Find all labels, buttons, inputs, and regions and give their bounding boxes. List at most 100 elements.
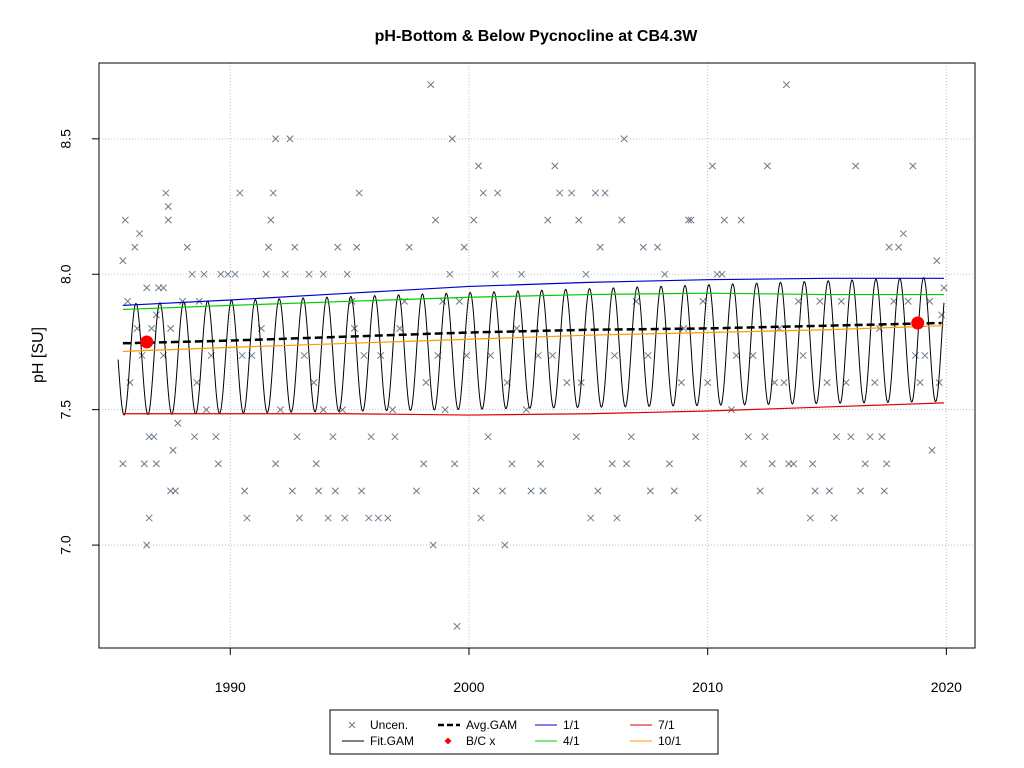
uncensored-point bbox=[508, 460, 516, 468]
uncensored-point bbox=[276, 406, 284, 414]
uncensored-point bbox=[880, 487, 888, 495]
uncensored-point bbox=[159, 284, 168, 292]
uncensored-point bbox=[548, 351, 557, 360]
uncensored-point bbox=[422, 379, 430, 387]
uncensored-point bbox=[539, 487, 547, 495]
uncensored-point bbox=[329, 433, 337, 441]
uncensored-point bbox=[732, 351, 740, 360]
uncensored-point bbox=[241, 487, 249, 495]
uncensored-point bbox=[878, 433, 886, 441]
uncensored-point bbox=[823, 379, 831, 387]
uncensored-point bbox=[940, 284, 948, 292]
uncensored-point bbox=[544, 216, 552, 224]
legend-label: 1/1 bbox=[563, 718, 580, 732]
uncensored-point bbox=[324, 514, 332, 522]
uncensored-point bbox=[312, 460, 320, 468]
uncensored-point bbox=[935, 379, 943, 387]
x-tick-label: 1990 bbox=[215, 679, 246, 695]
uncensored-point bbox=[193, 379, 201, 387]
plot-frame bbox=[98, 62, 976, 649]
uncensored-point bbox=[164, 216, 172, 224]
uncensored-point bbox=[608, 460, 616, 468]
uncensored-point bbox=[780, 379, 788, 387]
uncensored-point bbox=[231, 270, 239, 278]
seasonal-line-apr1 bbox=[122, 292, 944, 311]
uncensored-point bbox=[293, 433, 301, 441]
uncensored-point bbox=[365, 514, 373, 522]
uncensored-point bbox=[341, 514, 349, 522]
legend-label: 7/1 bbox=[658, 718, 675, 732]
uncensored-point bbox=[551, 162, 559, 170]
uncensored-point bbox=[453, 622, 461, 630]
uncensored-point bbox=[145, 514, 153, 522]
uncensored-point bbox=[202, 406, 210, 414]
uncensored-point bbox=[214, 460, 222, 468]
uncensored-point bbox=[522, 406, 530, 414]
uncensored-point bbox=[269, 189, 277, 197]
y-tick-label: 8.5 bbox=[58, 129, 74, 149]
uncensored-point bbox=[933, 257, 941, 265]
uncensored-point bbox=[694, 514, 702, 522]
uncensored-point bbox=[837, 297, 845, 305]
uncensored-point bbox=[921, 351, 929, 360]
uncensored-point bbox=[534, 351, 542, 360]
bc-point bbox=[140, 335, 154, 349]
uncensored-point bbox=[613, 514, 621, 522]
uncensored-point bbox=[121, 216, 129, 224]
uncensored-point bbox=[661, 270, 669, 278]
uncensored-point bbox=[916, 379, 924, 387]
uncensored-point bbox=[537, 460, 545, 468]
uncensored-point bbox=[644, 351, 652, 360]
uncensored-point bbox=[899, 230, 907, 238]
uncensored-point bbox=[167, 324, 175, 332]
uncensored-point bbox=[692, 433, 700, 441]
uncensored-point bbox=[749, 351, 757, 360]
uncensored-point bbox=[883, 460, 891, 468]
legend-item-apr1: 4/1 bbox=[535, 734, 580, 748]
uncensored-point bbox=[319, 406, 327, 414]
legend-symbol bbox=[348, 721, 356, 729]
uncensored-point bbox=[909, 162, 917, 170]
uncensored-point bbox=[360, 351, 368, 360]
uncensored-point bbox=[455, 297, 463, 305]
plot-series bbox=[117, 81, 948, 630]
seasonal-line-oct1 bbox=[122, 325, 944, 353]
uncensored-point bbox=[305, 270, 313, 278]
uncensored-point bbox=[768, 460, 776, 468]
uncensored-point bbox=[491, 270, 499, 278]
uncensored-point bbox=[718, 270, 726, 278]
uncensored-point bbox=[708, 162, 716, 170]
uncensored-point bbox=[670, 487, 678, 495]
uncensored-point bbox=[501, 541, 509, 549]
uncensored-point bbox=[720, 216, 728, 224]
uncensored-point bbox=[790, 460, 798, 468]
uncensored-point bbox=[152, 311, 160, 319]
uncensored-point bbox=[334, 243, 342, 251]
legend-label: Fit.GAM bbox=[370, 734, 414, 748]
x-tick-label: 2000 bbox=[453, 679, 484, 695]
uncensored-point bbox=[389, 406, 397, 414]
uncensored-point bbox=[646, 487, 654, 495]
uncensored-point bbox=[272, 460, 280, 468]
uncensored-point bbox=[448, 135, 456, 143]
uncensored-point bbox=[472, 487, 480, 495]
uncensored-point bbox=[799, 351, 807, 360]
uncensored-point bbox=[200, 270, 208, 278]
legend-item-oct1: 10/1 bbox=[630, 734, 682, 748]
uncensored-point bbox=[291, 243, 299, 251]
uncensored-point bbox=[477, 514, 485, 522]
legend-item-jan1: 1/1 bbox=[535, 718, 580, 732]
uncensored-point bbox=[498, 487, 506, 495]
uncensored-point bbox=[470, 216, 478, 224]
uncensored-point bbox=[852, 162, 860, 170]
uncensored-point bbox=[704, 379, 712, 387]
uncensored-point bbox=[396, 324, 404, 332]
uncensored-point bbox=[432, 216, 440, 224]
uncensored-point bbox=[699, 297, 707, 305]
uncensored-point bbox=[143, 541, 151, 549]
uncensored-point bbox=[653, 243, 662, 251]
uncensored-point bbox=[331, 487, 339, 495]
uncensored-point bbox=[164, 202, 172, 211]
uncensored-point bbox=[618, 216, 626, 224]
